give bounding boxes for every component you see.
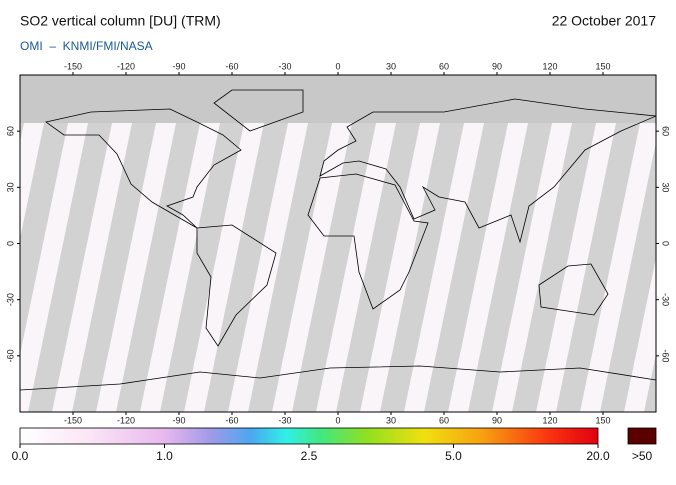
colorbar-label: 1.0 bbox=[156, 449, 173, 463]
lon-label: 150 bbox=[595, 415, 610, 425]
lat-label: 0 bbox=[5, 241, 15, 246]
graticule-labels: -150 -150 -120 -120 -90 -90 -60 -60 -30 -30 0 0 30 30… bbox=[5, 61, 670, 425]
coastlines bbox=[20, 89, 656, 391]
swath bbox=[424, 75, 518, 412]
swath bbox=[116, 75, 210, 412]
lon-label: -60 bbox=[225, 61, 238, 71]
lon-label: -90 bbox=[172, 61, 185, 71]
lon-label: 120 bbox=[542, 415, 557, 425]
lat-label: 60 bbox=[5, 126, 15, 136]
swath bbox=[160, 75, 254, 412]
colorbar-label: 2.5 bbox=[301, 449, 318, 463]
lon-label: 0 bbox=[335, 415, 340, 425]
colorbar bbox=[19, 427, 599, 445]
lon-label: 60 bbox=[439, 61, 449, 71]
lon-label: 0 bbox=[335, 61, 340, 71]
swaths bbox=[20, 75, 656, 412]
swath bbox=[600, 142, 656, 412]
swath bbox=[336, 75, 430, 412]
swath bbox=[20, 75, 78, 355]
lon-label: 60 bbox=[439, 415, 449, 425]
source: OMI – KNMI/FMI/NASA bbox=[20, 39, 153, 53]
lon-label: -150 bbox=[64, 61, 82, 71]
lon-label: -30 bbox=[278, 415, 291, 425]
date: 22 October 2017 bbox=[552, 13, 657, 29]
lon-label: -60 bbox=[225, 415, 238, 425]
lon-label: -90 bbox=[172, 415, 185, 425]
colorbar-labels: 0.0 1.0 2.5 5.0 20.0 bbox=[12, 444, 610, 463]
colorbar-label: 0.0 bbox=[12, 449, 29, 463]
swath bbox=[248, 75, 342, 412]
lon-label: -150 bbox=[64, 415, 82, 425]
lon-label: 30 bbox=[386, 61, 396, 71]
polar-gap bbox=[20, 75, 656, 123]
lat-label: 30 bbox=[5, 182, 15, 192]
lat-label: -30 bbox=[5, 293, 15, 306]
lon-label: -30 bbox=[278, 61, 291, 71]
swath bbox=[28, 75, 122, 412]
lat-label: 0 bbox=[661, 241, 671, 246]
lat-label: 30 bbox=[661, 182, 671, 192]
lon-label: -120 bbox=[117, 415, 135, 425]
swath bbox=[72, 75, 166, 412]
lon-label: 120 bbox=[542, 61, 557, 71]
lon-label: 90 bbox=[492, 415, 502, 425]
map bbox=[20, 75, 656, 412]
swath bbox=[644, 354, 656, 412]
lat-label: -30 bbox=[661, 293, 671, 306]
colorbar-label: 5.0 bbox=[445, 449, 462, 463]
swath bbox=[292, 75, 386, 412]
swath bbox=[512, 75, 606, 412]
lat-label: 60 bbox=[661, 126, 671, 136]
lon-label: -120 bbox=[117, 61, 135, 71]
colorbar-over bbox=[627, 427, 657, 445]
lat-label: -60 bbox=[5, 349, 15, 362]
lat-label: -60 bbox=[661, 349, 671, 362]
lon-label: 30 bbox=[386, 415, 396, 425]
swath bbox=[380, 75, 474, 412]
swath bbox=[204, 75, 298, 412]
lon-label: 150 bbox=[595, 61, 610, 71]
colorbar-over-label: >50 bbox=[632, 449, 653, 463]
swath bbox=[468, 75, 562, 412]
title: SO2 vertical column [DU] (TRM) bbox=[20, 13, 221, 29]
lon-label: 90 bbox=[492, 61, 502, 71]
colorbar-label: 20.0 bbox=[586, 449, 610, 463]
swath bbox=[556, 75, 650, 412]
